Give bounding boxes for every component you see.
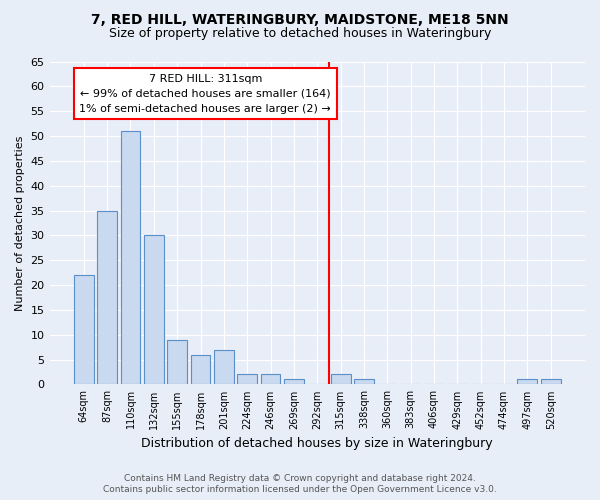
Bar [354, 380, 374, 384]
Text: Size of property relative to detached houses in Wateringbury: Size of property relative to detached ho… [109, 28, 491, 40]
Bar [97, 210, 117, 384]
X-axis label: Distribution of detached houses by size in Wateringbury: Distribution of detached houses by size … [142, 437, 493, 450]
Bar [167, 340, 187, 384]
Bar [144, 236, 164, 384]
Text: Contains HM Land Registry data © Crown copyright and database right 2024.
Contai: Contains HM Land Registry data © Crown c… [103, 474, 497, 494]
Bar [541, 380, 560, 384]
Bar [517, 380, 538, 384]
Bar [74, 275, 94, 384]
Bar [214, 350, 234, 384]
Bar [284, 380, 304, 384]
Text: 7 RED HILL: 311sqm
← 99% of detached houses are smaller (164)
1% of semi-detache: 7 RED HILL: 311sqm ← 99% of detached hou… [79, 74, 331, 114]
Bar [331, 374, 350, 384]
Y-axis label: Number of detached properties: Number of detached properties [15, 136, 25, 310]
Bar [260, 374, 280, 384]
Bar [238, 374, 257, 384]
Bar [191, 354, 211, 384]
Text: 7, RED HILL, WATERINGBURY, MAIDSTONE, ME18 5NN: 7, RED HILL, WATERINGBURY, MAIDSTONE, ME… [91, 12, 509, 26]
Bar [121, 131, 140, 384]
